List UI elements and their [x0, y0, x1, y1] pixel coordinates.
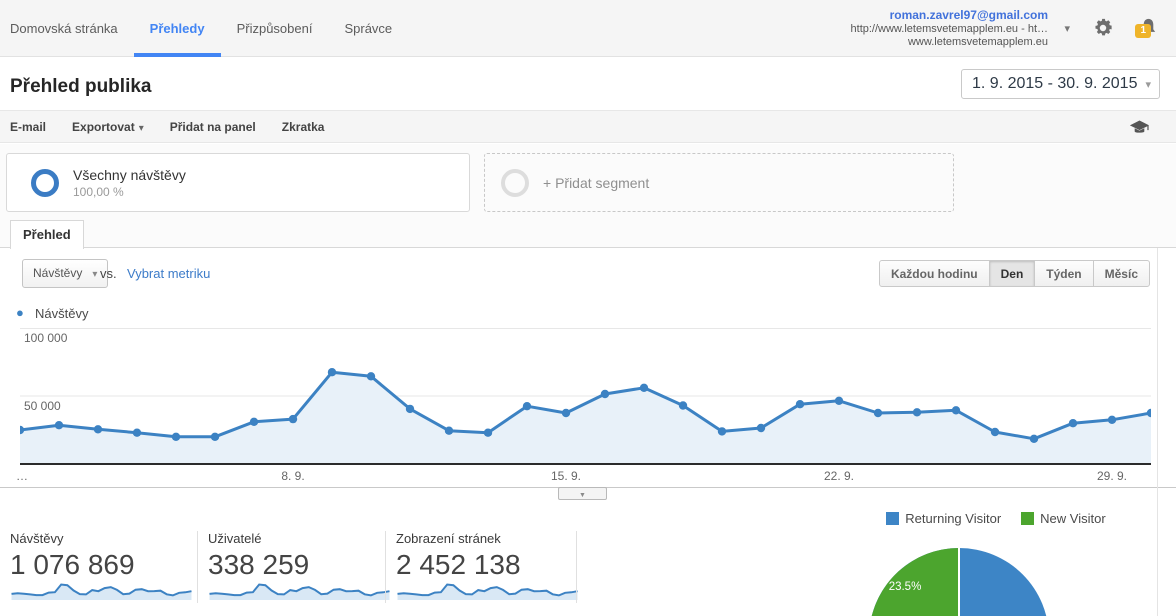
- add-segment-donut-icon: [501, 168, 529, 197]
- select-metric-link[interactable]: Vybrat metriku: [127, 266, 211, 281]
- settings-button[interactable]: [1092, 17, 1114, 44]
- report-toolbar: E-mail Exportovat ▾ Přidat na panel Zkrat…: [0, 110, 1176, 143]
- nav-item-customization[interactable]: Přizpůsobení: [236, 21, 313, 36]
- metric-caret-icon: ▾: [92, 269, 98, 280]
- page-title: Přehled publika: [10, 76, 152, 97]
- top-navigation: Domovská stránka Přehledy Přizpůsobení S…: [0, 0, 1176, 57]
- add-to-dashboard-button[interactable]: Přidat na panel: [169, 119, 256, 134]
- graduation-cap-icon: [1129, 120, 1150, 133]
- metric-users-label: Uživatelé: [208, 531, 262, 546]
- timeline-expander-handle[interactable]: ▼: [558, 487, 607, 500]
- notification-badge: 1: [1135, 24, 1151, 38]
- segment-donut-icon: [31, 168, 59, 197]
- metric-pageviews-value: 2 452 138: [396, 549, 521, 580]
- returning-visitor-swatch-icon: [886, 512, 900, 525]
- segment-label: Všechny návštěvy: [73, 166, 186, 183]
- metric-divider: [576, 531, 577, 603]
- x-tick-1: 8. 9.: [281, 469, 305, 483]
- add-segment-label: + Přidat segment: [543, 174, 650, 191]
- account-email: roman.zavrel97@gmail.com: [889, 8, 1048, 22]
- metric-pageviews-sparkline: [397, 583, 578, 600]
- metric-divider: [197, 531, 198, 603]
- intelligence-events-button[interactable]: [1129, 118, 1150, 142]
- add-segment-button[interactable]: + Přidat segment: [484, 153, 954, 212]
- y-tick-50000: 50 000: [24, 399, 61, 413]
- y-tick-100000: 100 000: [24, 331, 68, 345]
- nav-tabs: Domovská stránka Přehledy Přizpůsobení S…: [10, 0, 408, 57]
- new-visitor-swatch-icon: [1021, 512, 1035, 525]
- pie-legend-new-label: New Visitor: [1040, 511, 1106, 526]
- segment-all-visits[interactable]: Všechny návštěvy 100,00 %: [6, 153, 470, 212]
- pie-legend-returning: Returning Visitor: [886, 511, 1001, 526]
- account-property-line1: http://www.letemsvetemapplem.eu - ht…: [850, 23, 1048, 35]
- date-caret-icon: ▾: [1145, 79, 1151, 91]
- x-tick-0: …: [16, 469, 28, 483]
- pie-legend-new: New Visitor: [1021, 511, 1106, 526]
- metric-divider: [385, 531, 386, 603]
- metric-visits-label: Návštěvy: [10, 531, 64, 546]
- account-caret-icon[interactable]: ▾: [1064, 23, 1070, 35]
- x-tick-2: 15. 9.: [550, 469, 582, 483]
- metric-select-button[interactable]: Návštěvy ▾: [22, 259, 109, 288]
- x-tick-3: 22. 9.: [823, 469, 855, 483]
- notifications-button[interactable]: 1: [1135, 16, 1160, 44]
- nav-item-reporting[interactable]: Přehledy: [134, 0, 221, 57]
- metric-pageviews-label: Zobrazení stránek: [396, 531, 501, 546]
- granularity-month-button[interactable]: Měsíc: [1092, 260, 1150, 287]
- content-right-divider: [1157, 248, 1158, 616]
- pie-slice-percent-label: 23.5%: [889, 581, 922, 593]
- series-legend-label: Návštěvy: [35, 306, 89, 321]
- date-range-picker[interactable]: 1. 9. 2015 - 30. 9. 2015 ▾: [961, 69, 1160, 99]
- date-range-value: 1. 9. 2015 - 30. 9. 2015: [972, 75, 1138, 92]
- visits-line-chart[interactable]: [20, 328, 1151, 464]
- metric-visits-sparkline: [11, 583, 192, 600]
- nav-item-admin[interactable]: Správce: [344, 21, 393, 36]
- granularity-week-button[interactable]: Týden: [1034, 260, 1094, 287]
- export-caret-icon: ▾: [138, 122, 144, 134]
- visitor-type-pie-chart[interactable]: 23.5%: [868, 547, 1050, 616]
- pie-legend-returning-label: Returning Visitor: [905, 511, 1002, 526]
- export-button[interactable]: Exportovat ▾: [72, 119, 144, 134]
- metric-users-value: 338 259: [208, 549, 310, 580]
- shortcut-button[interactable]: Zkratka: [281, 119, 325, 134]
- segment-percent: 100,00 %: [73, 184, 124, 199]
- metric-users-sparkline: [209, 583, 390, 600]
- granularity-button-group: Každou hodinu Den Týden Měsíc: [878, 260, 1150, 287]
- account-property-line2: www.letemsvetemapplem.eu: [907, 36, 1048, 48]
- nav-item-home[interactable]: Domovská stránka: [10, 21, 118, 36]
- gear-icon: [1095, 18, 1112, 36]
- slider-caret-icon: ▼: [579, 492, 586, 499]
- pie-legend: Returning Visitor New Visitor: [840, 511, 1152, 526]
- account-switcher[interactable]: roman.zavrel97@gmail.com http://www.lete…: [851, 8, 1048, 49]
- metric-visits-value: 1 076 869: [10, 549, 135, 580]
- x-tick-4: 29. 9.: [1096, 469, 1128, 483]
- granularity-day-button[interactable]: Den: [988, 260, 1036, 287]
- vs-label: vs.: [100, 266, 117, 281]
- email-button[interactable]: E-mail: [10, 119, 47, 134]
- x-axis-line: [20, 463, 1151, 465]
- series-legend-dot-icon: ●: [16, 305, 24, 320]
- granularity-hourly-button[interactable]: Každou hodinu: [878, 260, 990, 287]
- tab-overview[interactable]: Přehled: [10, 220, 84, 249]
